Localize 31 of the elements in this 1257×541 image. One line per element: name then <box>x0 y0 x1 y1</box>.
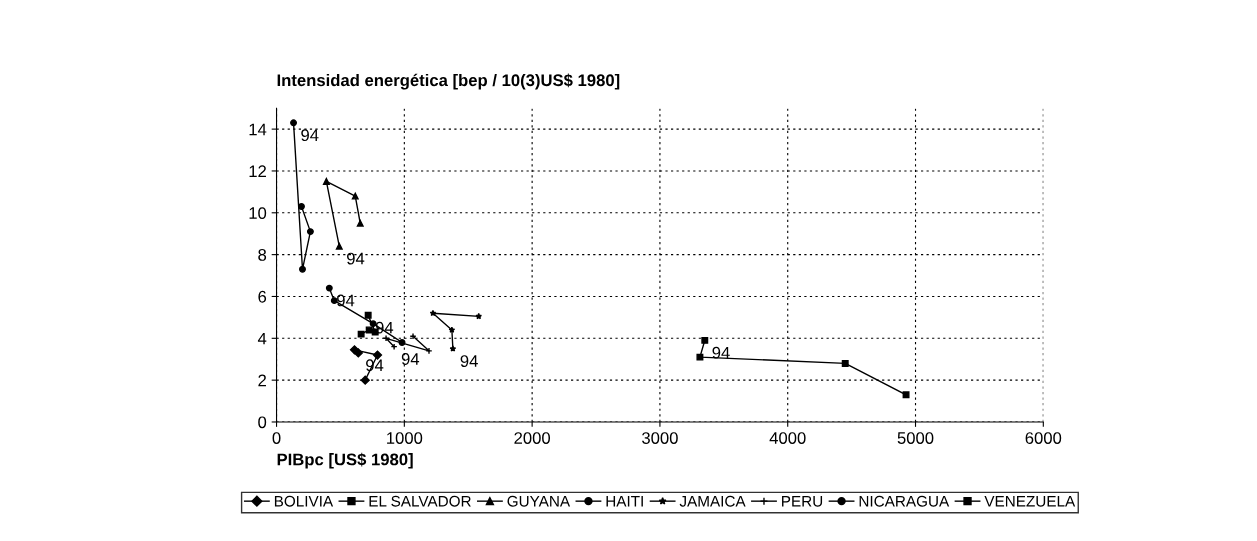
y-tick-label: 10 <box>249 207 267 219</box>
chart-title: Intensidad energética [bep / 10(3)US$ 1980] <box>277 73 620 90</box>
y-tick-label: 6 <box>258 290 267 303</box>
legend-label: PERU <box>782 495 823 507</box>
annotation: 94 <box>337 294 355 307</box>
legend-label: GUYANA <box>507 495 571 507</box>
legend-label: EL SALVADOR <box>369 495 471 507</box>
y-tick-label: 8 <box>258 249 267 261</box>
legend-label: HAITI <box>606 495 643 507</box>
x-tick-label: 4000 <box>769 432 806 444</box>
annotation: 94 <box>401 353 420 365</box>
y-tick-label: 12 <box>249 165 266 177</box>
legend-label: BOLIVIA <box>274 495 334 507</box>
y-tick-label: 14 <box>249 123 267 136</box>
annotation: 94 <box>301 129 319 142</box>
y-tick-label: 2 <box>258 374 266 387</box>
x-tick-label: 1000 <box>387 432 423 444</box>
y-tick-label: 0 <box>258 416 267 429</box>
x-tick-label: 3000 <box>642 432 678 444</box>
legend-label: NICARAGUA <box>859 495 950 507</box>
legend-label: JAMAICA <box>679 495 746 507</box>
x-tick-label: 5000 <box>897 432 934 444</box>
x-tick-label: 6000 <box>1025 432 1062 444</box>
y-tick-label: 4 <box>257 332 267 345</box>
annotation: 94 <box>347 252 365 265</box>
x-tick-label: 0 <box>272 432 281 444</box>
x-tick-label: 2000 <box>514 432 551 444</box>
x-axis-title: PIBpc [US$ 1980] <box>277 452 413 469</box>
annotation: 94 <box>460 355 478 367</box>
legend-label: VENEZUELA <box>984 495 1076 507</box>
annotation: 94 <box>712 346 730 359</box>
